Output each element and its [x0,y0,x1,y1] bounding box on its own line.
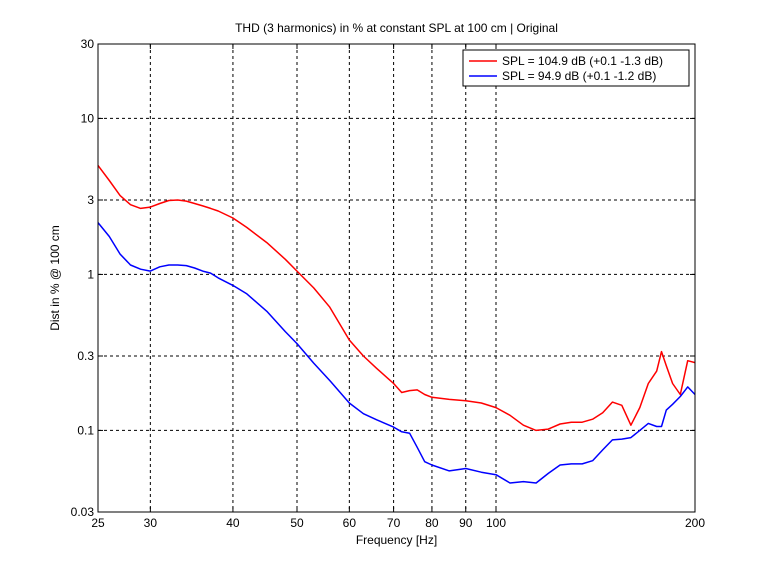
y-tick-label: 0.03 [71,505,95,519]
x-tick-label: 200 [685,516,705,530]
x-tick-label: 40 [226,516,240,530]
x-tick-label: 30 [144,516,158,530]
x-tick-label: 50 [290,516,304,530]
legend-box [462,49,690,87]
y-tick-label: 3 [87,193,94,207]
y-tick-label: 1 [87,267,94,281]
plot-area [98,44,695,512]
y-tick-label: 0.3 [77,349,94,363]
chart-title: THD (3 harmonics) in % at constant SPL a… [235,21,558,35]
x-tick-label: 80 [425,516,439,530]
series-line-1 [97,164,696,432]
grid-lines [98,44,695,512]
x-tick-label: 60 [343,516,357,530]
y-tick-label: 0.1 [77,423,94,437]
legend: SPL = 104.9 dB (+0.1 -1.3 dB)SPL = 94.9 … [462,49,690,87]
x-tick-label: 70 [387,516,401,530]
x-tick-label: 25 [91,516,105,530]
y-axis-title: Dist in % @ 100 cm [48,225,62,331]
x-axis-title: Frequency [Hz] [356,533,437,547]
plot-frame [97,43,696,513]
legend-label: SPL = 94.9 dB (+0.1 -1.2 dB) [502,69,656,83]
legend-label: SPL = 104.9 dB (+0.1 -1.3 dB) [502,54,663,68]
series-lines [97,164,696,484]
y-tick-label: 10 [81,111,95,125]
x-tick-label: 100 [486,516,506,530]
y-tick-label: 30 [81,37,95,51]
x-tick-label: 90 [459,516,473,530]
axis-ticks: 25 30 40 50 60 70 80 90 100 200 0.03 0.1 0.3 1 3 10 30 [71,37,706,530]
series-line-2 [97,222,696,484]
